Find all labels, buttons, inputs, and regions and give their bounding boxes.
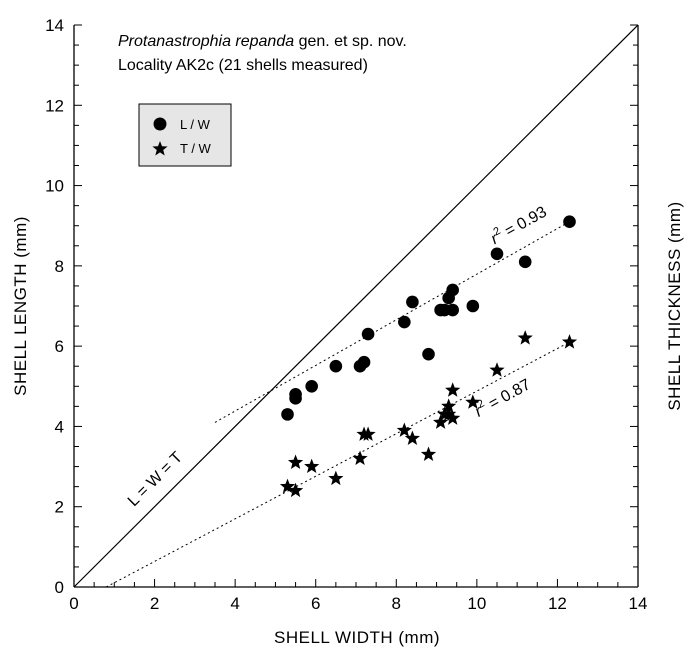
point-thickness-width: [279, 478, 296, 494]
x-tick-label: 6: [311, 594, 320, 613]
point-length-width: [518, 255, 532, 269]
point-length-width: [361, 327, 375, 341]
legend: L / W T / W: [138, 103, 232, 167]
r2-value-thickness: = 0.87: [482, 376, 534, 415]
reference-line: [73, 24, 639, 588]
point-thickness-width: [420, 446, 437, 461]
y-axis-title-left: SHELL LENGTH (mm): [11, 216, 30, 396]
species-suffix: gen. et sp. nov.: [294, 33, 407, 50]
point-length-width: [398, 315, 411, 329]
r2-label-length: r2 = 0.93: [487, 201, 550, 248]
legend-label-lw: L / W: [180, 117, 211, 132]
x-tick-label: 10: [467, 594, 486, 613]
reference-line-label: L = W = T: [125, 449, 186, 510]
legend-label-tw: T / W: [180, 141, 212, 156]
point-length-width: [446, 303, 459, 317]
y-tick-label: 14: [45, 16, 64, 35]
chart-header-species: Protanastrophia repanda gen. et sp. nov.: [118, 33, 407, 50]
point-length-width: [406, 295, 419, 309]
point-thickness-width: [304, 458, 320, 474]
point-length-width: [446, 283, 459, 297]
r2-label-thickness: r2 = 0.87: [471, 374, 534, 421]
r2-exp-length: 2: [491, 225, 502, 238]
x-tick-label: 8: [392, 594, 401, 613]
point-length-width: [305, 379, 318, 393]
y-tick-label: 10: [45, 177, 64, 196]
point-length-width: [490, 247, 504, 261]
point-thickness-width: [396, 422, 412, 437]
point-thickness-width: [445, 410, 461, 425]
point-thickness-width: [445, 382, 461, 397]
y-tick-label: 0: [55, 578, 64, 597]
regression-line-thickness: [105, 341, 570, 588]
point-thickness-width: [465, 394, 481, 409]
point-length-width: [289, 388, 302, 401]
data-points: [279, 215, 578, 498]
y-tick-label: 6: [55, 337, 64, 356]
y-axis-title-right: SHELL THICKNESS (mm): [665, 201, 684, 410]
point-thickness-width: [489, 362, 505, 377]
locality-text: Locality AK2c (21 shells measured): [118, 57, 368, 74]
point-thickness-width: [287, 482, 304, 498]
y-tick-label: 12: [45, 96, 64, 115]
point-length-width: [422, 347, 435, 361]
point-thickness-width: [441, 398, 457, 413]
x-tick-label: 2: [150, 594, 159, 613]
point-length-width: [329, 359, 343, 373]
point-thickness-width: [432, 414, 449, 429]
y-tick-label: 4: [55, 417, 64, 436]
point-length-width: [357, 355, 371, 369]
y-tick-label: 2: [55, 498, 64, 517]
point-length-width: [281, 408, 294, 421]
axes: 0 2 4 6 8 10 12 14 0 2 4 6 8 10 12 14: [45, 16, 647, 613]
point-thickness-width: [404, 430, 421, 445]
y-tick-label: 8: [55, 257, 64, 276]
point-thickness-width: [517, 330, 533, 345]
legend-box: [138, 103, 232, 167]
point-thickness-width: [360, 426, 376, 441]
legend-star-marker: [152, 141, 168, 156]
point-thickness-width: [352, 450, 368, 466]
chart-header-locality: Locality AK2c (21 shells measured): [118, 57, 368, 74]
lines: [73, 24, 639, 588]
legend-circle-marker: [153, 117, 167, 131]
species-name: Protanastrophia repanda: [118, 33, 294, 50]
point-length-width: [563, 215, 576, 228]
point-thickness-width: [287, 454, 304, 470]
x-axis-title: SHELL WIDTH (mm): [274, 628, 440, 647]
point-thickness-width: [561, 334, 578, 349]
r2-value-length: = 0.93: [498, 204, 550, 243]
r2-exp-thickness: 2: [475, 398, 486, 411]
point-thickness-width: [441, 406, 457, 421]
x-tick-label: 14: [629, 594, 648, 613]
point-length-width: [466, 299, 480, 313]
x-tick-label: 12: [548, 594, 567, 613]
point-thickness-width: [328, 470, 344, 486]
x-tick-label: 4: [230, 594, 239, 613]
x-tick-label: 0: [69, 594, 78, 613]
